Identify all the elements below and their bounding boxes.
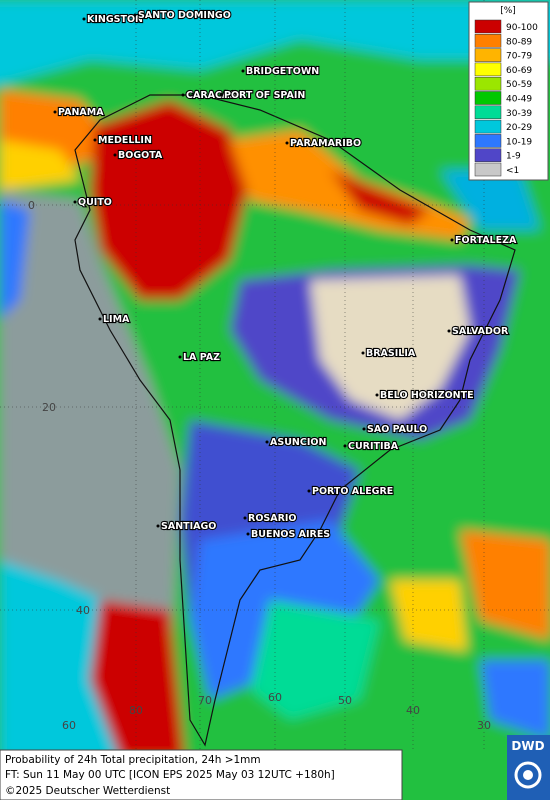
coastline [74, 94, 516, 747]
footer-line: FT: Sun 11 May 00 UTC [ICON EPS 2025 May… [5, 769, 335, 781]
place-label: PORTO ALEGRE [312, 486, 393, 497]
legend-swatch [474, 148, 502, 162]
place-dot [98, 317, 102, 321]
legend-label: 10-19 [506, 137, 532, 147]
legend-swatch [474, 91, 502, 105]
place-dot [375, 393, 379, 397]
logo-icon [523, 770, 533, 780]
lon-label: 60 [268, 691, 282, 704]
legend-swatch [474, 62, 502, 77]
legend-label: 80-89 [506, 37, 532, 47]
logo: DWD [507, 735, 550, 800]
place-label: FORTALEZA [455, 235, 517, 246]
legend-swatch [474, 19, 502, 34]
place-label: BRASILIA [366, 348, 416, 359]
lat-label: 60 [62, 719, 76, 732]
place-label: PANAMA [58, 107, 104, 118]
place-label: MEDELLIN [98, 135, 152, 146]
lon-label: 30 [477, 719, 491, 732]
legend-swatch [474, 162, 502, 177]
place-label: BELO HORIZONTE [380, 390, 474, 401]
logo-icon [514, 761, 542, 789]
legend-items: 90-100 80-89 70-79 60-69 50-59 40-49 30-39 20-2… [474, 19, 538, 177]
place-dot [133, 13, 137, 17]
place-dot [362, 427, 366, 431]
place-label: PARAMARIBO [290, 138, 361, 149]
place-label: SAO PAULO [367, 424, 427, 435]
place-label: ROSARIO [248, 513, 297, 524]
place-dot [53, 110, 57, 114]
place-dot [447, 329, 451, 333]
place-dot [219, 93, 223, 97]
legend-title: [%] [500, 6, 516, 16]
place-label: PORT OF SPAIN [224, 90, 305, 101]
place-dot [241, 69, 245, 73]
legend-label: 30-39 [506, 109, 532, 119]
legend-swatch [474, 119, 502, 134]
footer-box [0, 749, 403, 800]
legend-label: 50-59 [506, 80, 532, 90]
place-label: BOGOTA [118, 150, 163, 161]
place-dot [156, 524, 160, 528]
place-label: LIMA [103, 314, 130, 325]
lon-label: 40 [406, 704, 420, 717]
place-label: BUENOS AIRES [251, 529, 330, 540]
legend-label: 90-100 [506, 23, 538, 33]
place-dot [73, 200, 77, 204]
grid-labels: 0 20 40 60 80 70 60 50 40 30 [28, 199, 491, 732]
lon-label: 50 [338, 694, 352, 707]
lat-label: 20 [42, 401, 56, 414]
place-dot [93, 138, 97, 142]
legend: [%] 90-100 80-89 70-79 60-69 50-59 40-49 30-39… [468, 1, 549, 181]
footer: Probability of 24h Total precipitation, … [0, 749, 403, 800]
place-dot [285, 141, 289, 145]
lon-label: 80 [129, 704, 143, 717]
logo-text: DWD [511, 739, 544, 753]
place-dot [82, 17, 86, 21]
legend-swatch [474, 48, 502, 62]
place-dot [178, 355, 182, 359]
legend-label: 40-49 [506, 95, 532, 105]
place-label: KINGSTON [87, 14, 143, 25]
place-label: CURITIBA [348, 441, 399, 452]
place-dot [361, 351, 365, 355]
footer-line: Probability of 24h Total precipitation, … [5, 754, 261, 766]
place-label: BRIDGETOWN [246, 66, 319, 77]
legend-label: 70-79 [506, 52, 532, 62]
legend-swatch [474, 76, 502, 91]
place-dot [343, 444, 347, 448]
legend-swatch [474, 105, 502, 120]
lon-label: 70 [198, 694, 212, 707]
place-dot [450, 238, 454, 242]
place-label: LA PAZ [183, 352, 220, 363]
lat-label: 40 [76, 604, 90, 617]
place-label: CARACAS [186, 90, 236, 101]
place-dot [243, 516, 247, 520]
legend-swatch [474, 34, 502, 48]
legend-label: 1-9 [506, 152, 521, 162]
place-dot [246, 532, 250, 536]
logo-box [507, 735, 550, 800]
lat-label: 0 [28, 199, 35, 212]
legend-label: 20-29 [506, 123, 532, 133]
place-label: QUITO [78, 197, 112, 208]
place-dot [113, 153, 117, 157]
place-label: SALVADOR [452, 326, 509, 337]
place-dot [181, 93, 185, 97]
place-label: SANTIAGO [161, 521, 216, 532]
footer-line: ©2025 Deutscher Wetterdienst [5, 785, 170, 797]
legend-swatch [474, 134, 502, 148]
place-label: SANTO DOMINGO [138, 10, 231, 21]
place-dot [307, 489, 311, 493]
place-dot [265, 440, 269, 444]
place-label: ASUNCION [270, 437, 326, 448]
legend-label: 60-69 [506, 66, 532, 76]
legend-label: <1 [506, 166, 519, 176]
